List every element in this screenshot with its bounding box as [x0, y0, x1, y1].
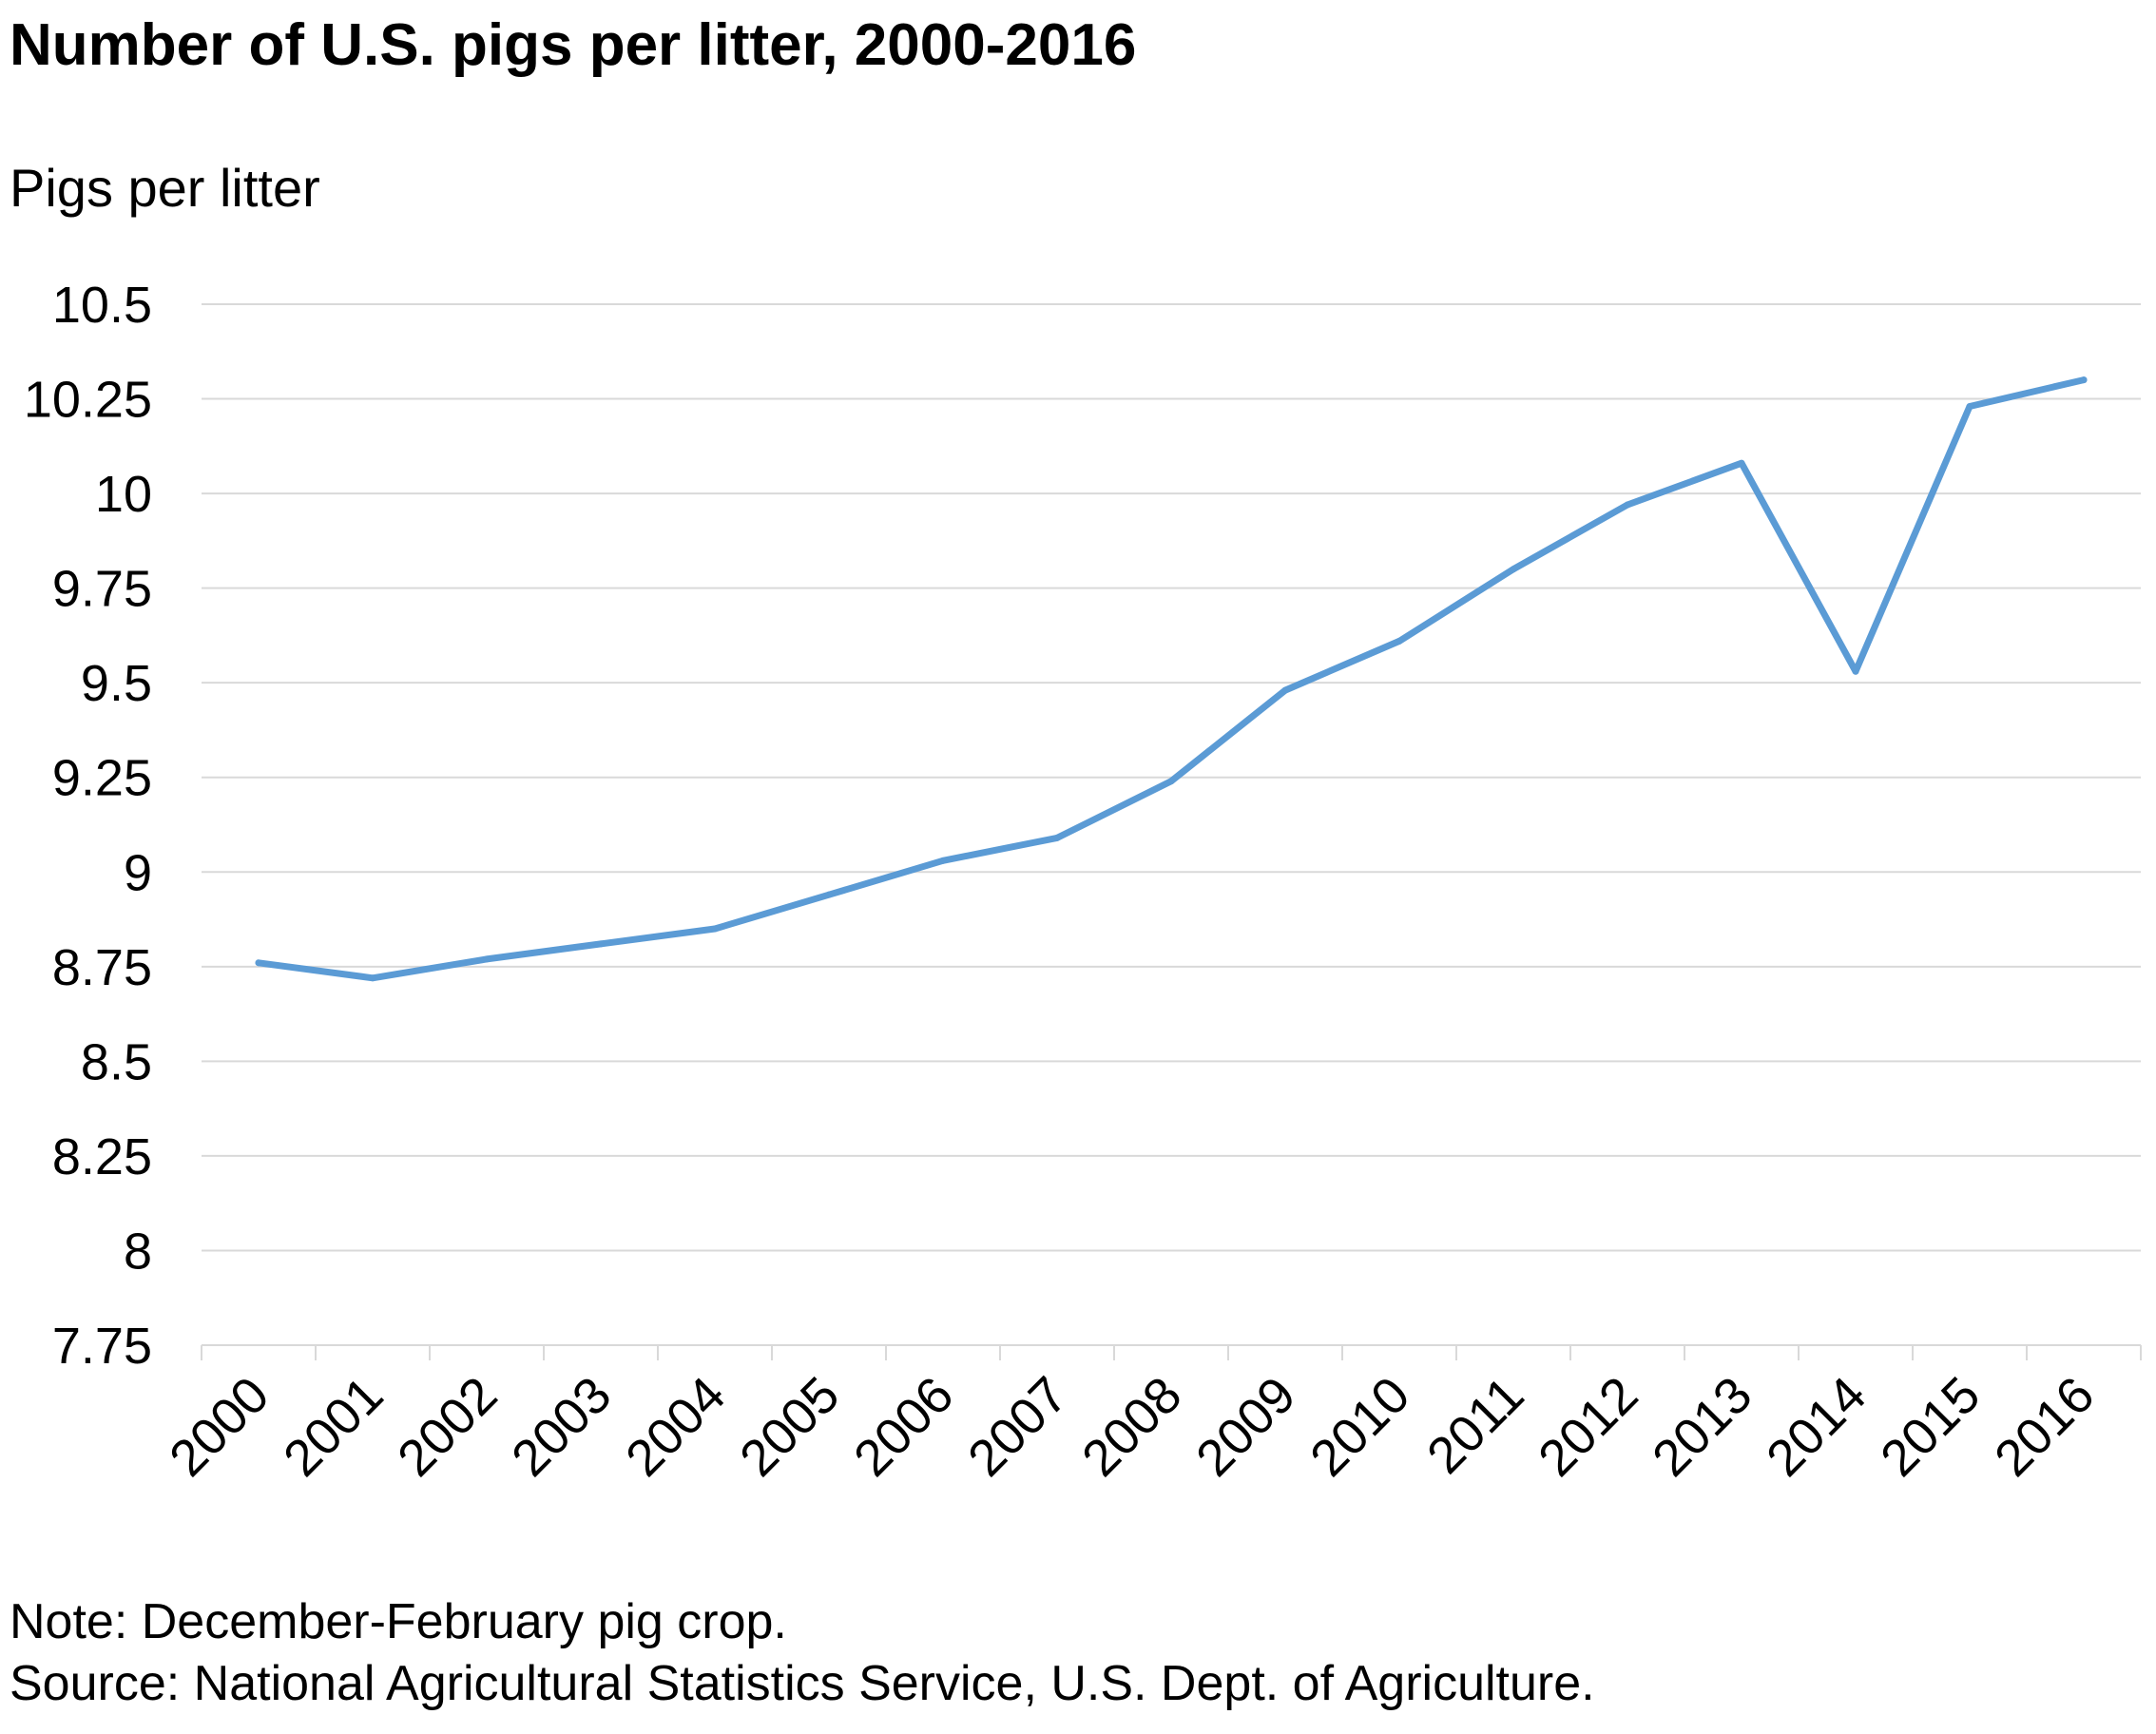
data-point — [483, 955, 491, 963]
data-point — [1738, 459, 1745, 467]
y-tick-label: 10 — [95, 466, 152, 523]
x-tick-label: 2003 — [501, 1366, 622, 1487]
data-point — [1852, 667, 1859, 675]
x-tick-label: 2001 — [273, 1366, 394, 1487]
x-axis-ticks: 2000200120022003200420052006200720082009… — [159, 1366, 2105, 1487]
x-tick-label: 2015 — [1870, 1366, 1991, 1487]
data-point — [2080, 376, 2088, 384]
y-tick-label: 9.75 — [52, 561, 152, 618]
y-tick-label: 10.5 — [52, 277, 152, 334]
data-point — [255, 959, 262, 967]
footer-source: Source: National Agricultural Statistics… — [10, 1656, 1595, 1711]
y-tick-label: 8.25 — [52, 1128, 152, 1185]
x-tick-label: 2002 — [387, 1366, 508, 1487]
data-point — [597, 940, 605, 948]
y-tick-label: 9.25 — [52, 750, 152, 807]
x-tick-label: 2010 — [1299, 1366, 1420, 1487]
data-point — [1396, 637, 1403, 645]
x-tick-label: 2006 — [843, 1366, 964, 1487]
y-tick-label: 8.75 — [52, 939, 152, 996]
y-tick-label: 9.5 — [81, 655, 152, 712]
x-tick-label: 2007 — [957, 1366, 1078, 1487]
y-tick-label: 8 — [124, 1223, 152, 1280]
x-tick-label: 2011 — [1416, 1366, 1535, 1485]
x-tick-label: 2004 — [615, 1366, 736, 1487]
data-point — [369, 974, 376, 982]
chart-title: Number of U.S. pigs per litter, 2000-201… — [10, 12, 1137, 78]
data-point — [711, 925, 719, 933]
data-point — [1510, 566, 1517, 573]
data-point — [939, 857, 947, 864]
data-point — [1281, 686, 1289, 694]
series-layer — [255, 376, 2088, 982]
x-axis — [201, 1344, 2142, 1360]
series-line — [255, 376, 2088, 982]
y-tick-label: 7.75 — [52, 1318, 152, 1375]
x-tick-label: 2005 — [729, 1366, 850, 1487]
x-tick-label: 2012 — [1528, 1366, 1648, 1487]
x-tick-label: 2014 — [1756, 1366, 1877, 1487]
gridlines — [202, 303, 2141, 1252]
data-point — [1624, 501, 1631, 509]
footer-note: Note: December-February pig crop. — [10, 1594, 787, 1649]
x-tick-label: 2009 — [1185, 1366, 1306, 1487]
x-tick-label: 2016 — [1984, 1366, 2105, 1487]
y-axis-ticks: 7.75 8 8.25 8.5 8.75 9 9.25 9.5 9.75 10 10.25 10.5 — [24, 277, 152, 1375]
y-axis-label: Pigs per litter — [10, 158, 320, 218]
y-tick-label: 9 — [124, 844, 152, 901]
x-tick-label: 2013 — [1642, 1366, 1762, 1487]
x-tick-label: 2008 — [1071, 1366, 1192, 1487]
data-point — [1966, 403, 1973, 411]
y-tick-label: 8.5 — [81, 1033, 152, 1090]
data-point — [825, 891, 833, 898]
data-point — [1167, 778, 1175, 785]
y-tick-label: 10.25 — [24, 372, 152, 429]
data-point — [1053, 834, 1061, 841]
x-tick-label: 2000 — [159, 1366, 279, 1487]
